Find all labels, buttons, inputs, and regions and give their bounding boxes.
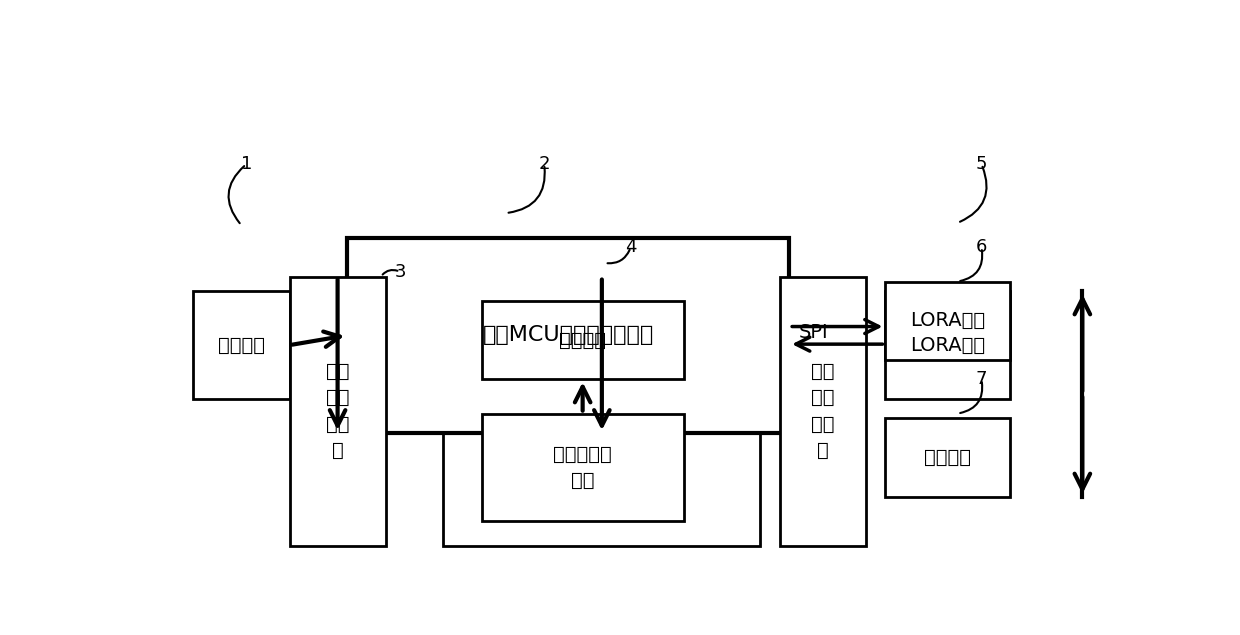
Text: 监控中心: 监控中心 [924, 448, 971, 467]
Text: 3: 3 [394, 263, 405, 281]
Text: LORA网关: LORA网关 [910, 311, 986, 330]
Text: 2: 2 [538, 155, 551, 173]
Text: SPI: SPI [799, 323, 828, 342]
Text: 7: 7 [976, 370, 987, 389]
Bar [193, 291, 290, 399]
Bar [885, 281, 1011, 360]
Text: 5: 5 [976, 155, 987, 173]
Bar [347, 237, 789, 433]
Text: 1: 1 [241, 155, 252, 173]
Text: LORA模块: LORA模块 [910, 336, 986, 354]
Text: 主控MCU模块及外围电路: 主控MCU模块及外围电路 [482, 325, 653, 345]
Bar [885, 418, 1011, 497]
Text: 电源电路: 电源电路 [218, 336, 265, 354]
Bar [885, 291, 1011, 399]
Text: 4: 4 [625, 238, 636, 257]
Bar [481, 413, 683, 521]
Bar [444, 277, 760, 545]
Text: 数字
量采
集单
元: 数字 量采 集单 元 [811, 362, 835, 460]
Text: 模拟
量采
集单
元: 模拟 量采 集单 元 [326, 362, 350, 460]
Bar [481, 301, 683, 379]
Text: 隔离电路: 隔离电路 [559, 331, 606, 350]
Text: 数字量采集
通道: 数字量采集 通道 [553, 444, 613, 490]
Bar [780, 277, 866, 545]
Bar [290, 277, 386, 545]
Text: 6: 6 [976, 238, 987, 257]
